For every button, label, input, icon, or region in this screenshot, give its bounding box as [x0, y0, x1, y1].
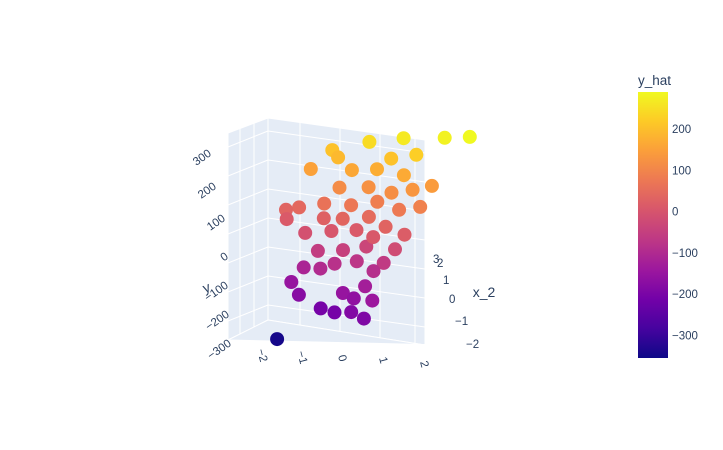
- data-point-25[interactable]: [279, 212, 294, 227]
- y-tick-label: 0: [449, 294, 455, 306]
- x-tick-label: −1: [294, 350, 309, 366]
- z-tick-label: 200: [196, 181, 219, 202]
- x-tick-label: 0: [335, 354, 348, 363]
- data-point-38[interactable]: [332, 180, 347, 195]
- data-point-4[interactable]: [313, 301, 328, 316]
- data-point-29[interactable]: [335, 211, 350, 226]
- x-axis-ticks: −2 −1 0 1 2: [254, 348, 430, 369]
- data-point-31[interactable]: [378, 219, 393, 234]
- data-point-51[interactable]: [462, 129, 477, 144]
- data-point-39[interactable]: [361, 180, 376, 195]
- data-point-40[interactable]: [384, 185, 399, 200]
- data-point-28[interactable]: [316, 211, 331, 226]
- data-point-41[interactable]: [405, 182, 420, 197]
- data-point-43[interactable]: [370, 162, 384, 177]
- y-tick-label: 2: [437, 258, 443, 270]
- x-tick-label: 1: [376, 356, 389, 365]
- data-point-5[interactable]: [327, 305, 342, 320]
- data-points: [270, 129, 477, 347]
- data-point-21[interactable]: [324, 224, 339, 238]
- data-point-11[interactable]: [358, 279, 373, 294]
- z-tick-label: 100: [205, 213, 228, 234]
- data-point-33[interactable]: [317, 196, 332, 211]
- data-point-10[interactable]: [365, 293, 380, 308]
- data-point-22[interactable]: [349, 223, 364, 238]
- x-tick-label: 2: [417, 360, 430, 369]
- data-point-50[interactable]: [437, 130, 452, 145]
- data-point-52[interactable]: [303, 162, 318, 176]
- data-point-54[interactable]: [424, 178, 439, 193]
- data-point-24[interactable]: [388, 242, 402, 257]
- data-point-30[interactable]: [361, 209, 376, 224]
- data-point-0[interactable]: [270, 332, 285, 347]
- data-point-6[interactable]: [344, 305, 359, 320]
- colorbar-tick-label: 200: [672, 124, 691, 136]
- colorbar-tick-label: 0: [672, 207, 678, 219]
- colorbar-tick-label: −200: [672, 289, 698, 301]
- data-point-37[interactable]: [413, 199, 428, 214]
- data-point-1[interactable]: [284, 275, 299, 289]
- data-point-27[interactable]: [292, 200, 307, 215]
- data-point-3[interactable]: [291, 287, 306, 302]
- x-tick-label: −2: [254, 348, 269, 364]
- y-tick-label: 1: [443, 275, 449, 287]
- data-point-8[interactable]: [335, 286, 350, 300]
- colorbar-tick-label: −300: [672, 330, 698, 342]
- colorbar-tick-label: −100: [672, 248, 698, 260]
- z-tick-label: 300: [191, 148, 214, 169]
- y-tick-label: 3: [433, 254, 439, 266]
- colorbar-title: y_hat: [638, 73, 671, 88]
- data-point-7[interactable]: [356, 311, 371, 326]
- data-point-36[interactable]: [392, 202, 407, 217]
- data-point-12[interactable]: [313, 261, 328, 276]
- y-axis-title: x_2: [473, 284, 496, 300]
- data-point-17[interactable]: [336, 243, 350, 258]
- colorbar-tick-label: 100: [672, 165, 691, 177]
- data-point-23[interactable]: [366, 230, 381, 245]
- data-point-49[interactable]: [396, 131, 411, 146]
- data-point-19[interactable]: [376, 255, 391, 270]
- data-point-2[interactable]: [296, 260, 311, 275]
- data-point-9[interactable]: [346, 291, 361, 306]
- colorbar-ticks: 200 100 0 −100 −200 −300: [672, 124, 698, 342]
- side-wall: [227, 117, 269, 341]
- data-point-34[interactable]: [344, 198, 359, 213]
- data-point-20[interactable]: [298, 225, 313, 240]
- z-tick-label: −300: [206, 338, 234, 363]
- data-point-45[interactable]: [331, 150, 346, 165]
- data-point-48[interactable]: [362, 134, 377, 149]
- colorbar: [638, 92, 668, 358]
- data-point-15[interactable]: [366, 264, 381, 279]
- data-point-47[interactable]: [409, 147, 424, 162]
- y-tick-label: −1: [455, 316, 468, 328]
- data-point-14[interactable]: [349, 254, 364, 269]
- data-point-46[interactable]: [384, 151, 399, 166]
- data-point-16[interactable]: [310, 243, 325, 258]
- data-point-35[interactable]: [370, 194, 385, 209]
- data-point-44[interactable]: [396, 168, 411, 183]
- z-axis-title: y: [200, 279, 212, 296]
- data-point-32[interactable]: [397, 227, 412, 242]
- data-point-42[interactable]: [344, 163, 359, 178]
- data-point-13[interactable]: [327, 256, 342, 271]
- side-wall-grid: [227, 123, 269, 334]
- y-tick-label: −2: [466, 339, 479, 351]
